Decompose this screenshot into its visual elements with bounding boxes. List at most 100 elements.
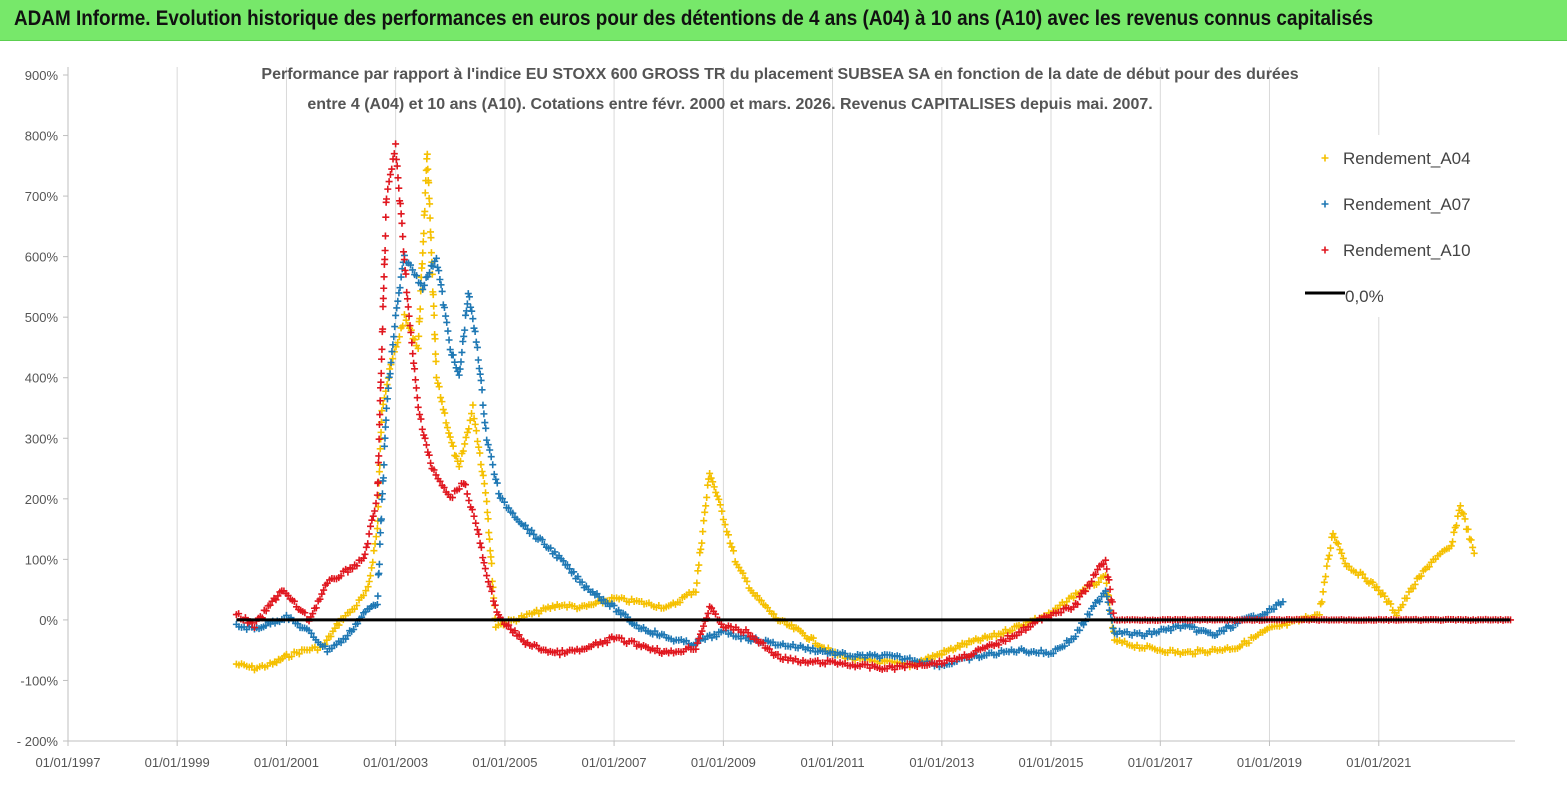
data-point (434, 379, 442, 387)
data-point (420, 431, 428, 439)
data-point (1109, 609, 1117, 617)
legend-label: Rendement_A04 (1343, 149, 1471, 168)
data-point (390, 150, 398, 158)
data-point (1464, 525, 1472, 533)
data-point (344, 568, 352, 576)
data-point (290, 597, 298, 605)
data-point (361, 550, 369, 558)
data-point (1229, 623, 1237, 631)
data-point (459, 338, 467, 346)
data-point (484, 578, 492, 586)
data-point (487, 453, 495, 461)
data-point (476, 370, 484, 378)
data-point (700, 622, 708, 630)
data-point (364, 540, 372, 548)
data-point (809, 634, 817, 642)
data-point (425, 451, 433, 459)
data-point (360, 554, 368, 562)
data-point (715, 495, 723, 503)
data-point (906, 654, 914, 662)
data-point (1088, 577, 1096, 585)
data-point (452, 452, 460, 460)
data-point (381, 255, 389, 263)
data-point (1057, 609, 1065, 617)
data-point (481, 419, 489, 427)
data-point (498, 495, 506, 503)
data-point (726, 539, 734, 547)
data-point (710, 483, 718, 491)
data-point (430, 302, 438, 310)
data-point (382, 404, 390, 412)
data-point (438, 398, 446, 406)
data-point (362, 587, 370, 595)
axis-layer: 01/01/1997 01/01/1999 01/01/2001 01/01/2003… (17, 67, 1515, 770)
data-point (414, 403, 422, 411)
data-point (380, 273, 388, 281)
data-point (394, 297, 402, 305)
data-point (693, 639, 701, 647)
scatter-chart: 01/01/1997 01/01/1999 01/01/2001 01/01/2003… (17, 66, 1515, 770)
data-point (399, 233, 407, 241)
data-point (440, 484, 448, 492)
data-point (406, 322, 414, 330)
data-point (1100, 560, 1108, 568)
data-point (375, 468, 383, 476)
data-point (418, 260, 426, 268)
data-point (362, 543, 370, 551)
title-banner: ADAM Informe. Evolution historique des p… (0, 0, 1567, 41)
data-point (595, 593, 603, 601)
data-point (490, 470, 498, 478)
data-point (368, 516, 376, 524)
data-point (511, 627, 519, 635)
data-point (364, 583, 372, 591)
data-point (466, 416, 474, 424)
data-point (1070, 603, 1078, 611)
x-tick-label: 01/01/2003 (363, 755, 428, 770)
data-point (488, 587, 496, 595)
data-point (449, 442, 457, 450)
data-point (382, 213, 390, 221)
data-point (372, 533, 380, 541)
data-point (372, 499, 380, 507)
data-point (1086, 611, 1094, 619)
data-point (365, 578, 373, 586)
data-point (348, 565, 356, 573)
data-point (443, 318, 451, 326)
data-point (505, 504, 513, 512)
data-point (739, 569, 747, 577)
data-point (316, 595, 324, 603)
data-point (463, 428, 471, 436)
data-point (377, 369, 385, 377)
data-point (1108, 598, 1116, 606)
data-point (630, 638, 638, 646)
data-point (485, 529, 493, 537)
data-point (470, 415, 478, 423)
data-point (509, 509, 517, 517)
data-point (1103, 565, 1111, 573)
data-point (408, 339, 416, 347)
data-point (451, 451, 459, 459)
data-point (369, 512, 377, 520)
data-point (1461, 515, 1469, 523)
data-point (712, 488, 720, 496)
data-point (353, 562, 361, 570)
data-point (1094, 566, 1102, 574)
data-point (1320, 578, 1328, 586)
data-point (1456, 502, 1464, 510)
data-point (551, 548, 559, 556)
data-point (375, 435, 383, 443)
data-point (1090, 602, 1098, 610)
banner-title: ADAM Informe. Evolution historique des p… (14, 7, 1374, 30)
data-point (381, 423, 389, 431)
data-point (335, 621, 343, 629)
data-point (692, 588, 700, 596)
data-point (374, 478, 382, 486)
data-point (478, 386, 486, 394)
data-point (377, 515, 385, 523)
legend-marker (1321, 154, 1329, 162)
data-point (262, 607, 270, 615)
data-point (416, 305, 424, 313)
data-point (415, 332, 423, 340)
x-tick-label: 01/01/2021 (1346, 755, 1411, 770)
data-point (1086, 582, 1094, 590)
